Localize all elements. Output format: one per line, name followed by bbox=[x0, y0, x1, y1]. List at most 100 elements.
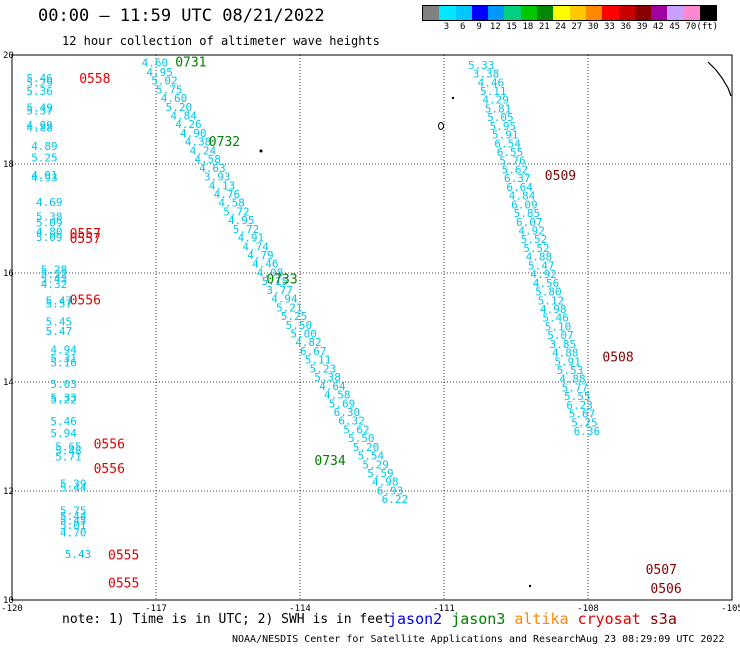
wave-height-value: 5.50 bbox=[348, 432, 375, 445]
wave-height-value: 4.91 bbox=[31, 169, 58, 182]
wave-height-value: 5.76 bbox=[499, 155, 526, 168]
wave-height-value: 6.55 bbox=[497, 146, 524, 159]
wave-height-value: 5.71 bbox=[55, 451, 81, 464]
satellite-legend-jason2: jason2 bbox=[388, 610, 443, 628]
wave-height-value: 5.29 bbox=[26, 76, 53, 89]
pass-time-label: 0555 bbox=[108, 548, 139, 563]
wave-height-value: 5.81 bbox=[485, 102, 512, 115]
wave-height-value: 5.02 bbox=[151, 75, 178, 88]
wave-height-value: 4.94 bbox=[50, 343, 77, 356]
wave-height-value: 5.43 bbox=[65, 548, 92, 561]
wave-height-value: 5.12 bbox=[538, 294, 565, 307]
wave-height-value: 5.03 bbox=[50, 378, 77, 391]
wave-height-value: 4.98 bbox=[540, 303, 567, 316]
footer-credit: NOAA/NESDIS Center for Satellite Applica… bbox=[232, 634, 582, 645]
wave-height-value: 4.63 bbox=[199, 162, 226, 175]
legend-label: 12 bbox=[489, 22, 501, 32]
wave-height-value: 5.33 bbox=[50, 391, 77, 404]
wave-height-value: 4.88 bbox=[526, 251, 553, 264]
wave-height-value: 5.38 bbox=[36, 210, 63, 223]
wave-height-value: 3.93 bbox=[204, 171, 231, 184]
wave-height-value: 6.36 bbox=[574, 425, 601, 438]
wave-height-value: 4.74 bbox=[242, 240, 269, 253]
legend-swatch bbox=[553, 6, 570, 20]
wave-height-value: 4.46 bbox=[478, 76, 505, 89]
wave-height-value: 5.77 bbox=[562, 381, 589, 394]
wave-height-value: 5.25 bbox=[281, 310, 308, 323]
wave-height-value: 4.88 bbox=[552, 347, 579, 360]
pass-time-label: 0733 bbox=[266, 273, 297, 288]
wave-height-value: 6.64 bbox=[506, 181, 533, 194]
wave-height-value: 5.16 bbox=[50, 356, 77, 369]
wave-height-value: 5.29 bbox=[362, 458, 389, 471]
wave-height-value: 4.92 bbox=[530, 268, 557, 281]
wave-height-value: 5.20 bbox=[166, 101, 193, 114]
wave-height-value: 5.46 bbox=[542, 312, 569, 325]
wave-height-value: 6.07 bbox=[516, 216, 543, 229]
longitude-tick-label: -114 bbox=[289, 604, 311, 614]
pass-time-label: 0731 bbox=[175, 56, 206, 71]
wave-height-value: 5.91 bbox=[492, 129, 519, 142]
satellite-legend-s3a: s3a bbox=[649, 610, 677, 628]
wave-height-value: 5.43 bbox=[41, 272, 68, 285]
longitude-tick-label: -120 bbox=[1, 604, 23, 614]
wave-height-value: 5.47 bbox=[528, 259, 555, 272]
wave-height-value: 5.11 bbox=[305, 354, 332, 367]
wave-height-value: 4.29 bbox=[482, 94, 509, 107]
wave-height-value: 5.69 bbox=[329, 397, 356, 410]
wave-height-value: 6.67 bbox=[300, 345, 327, 358]
pass-time-label: 0556 bbox=[94, 462, 125, 477]
latitude-tick-label: 10 bbox=[3, 596, 14, 606]
wave-height-value: 5.22 bbox=[41, 268, 68, 281]
pass-time-label: 0557 bbox=[70, 232, 101, 247]
legend-label: 24 bbox=[555, 22, 566, 32]
wave-height-value: 5.15 bbox=[262, 275, 289, 288]
pass-time-label: 0734 bbox=[314, 454, 345, 469]
legend-swatch bbox=[618, 6, 635, 20]
wave-height-value: 4.79 bbox=[247, 249, 274, 262]
pass-s3a: 5.333.384.465.114.295.815.055.955.916.54… bbox=[468, 59, 682, 597]
legend-tick-labels: 3 6 9 12 15 18 21 24 27 30 33 36 39 42 45 70 (ft) bbox=[422, 21, 718, 33]
pass-time-label: 0558 bbox=[79, 72, 110, 87]
footer-timestamp: Aug 23 08:29:09 UTC 2022 bbox=[580, 634, 725, 645]
wave-height-value: 4.88 bbox=[559, 373, 586, 386]
latitude-tick-label: 18 bbox=[3, 160, 14, 170]
legend-label: 6 bbox=[460, 22, 466, 32]
footer-note: note: 1) Time is in UTC; 2) SWH is in fe… bbox=[62, 612, 391, 627]
wave-height-value: 4.76 bbox=[214, 188, 241, 201]
wave-height-value: 4.60 bbox=[161, 92, 188, 105]
wave-height-value: 4.56 bbox=[533, 277, 560, 290]
wave-height-value: 4.84 bbox=[509, 190, 536, 203]
longitude-tick-label: -105 bbox=[721, 604, 740, 614]
wave-height-value: 5.46 bbox=[26, 72, 53, 85]
wave-height-value: 4.80 bbox=[36, 226, 63, 239]
wave-height-value: 5.21 bbox=[276, 301, 303, 314]
wave-height-value: 4.13 bbox=[209, 179, 236, 192]
wave-height-value: 5.00 bbox=[290, 327, 317, 340]
wave-height-value: 6.23 bbox=[566, 399, 593, 412]
wave-height-value: 5.01 bbox=[60, 519, 87, 532]
pass-time-label: 0555 bbox=[108, 577, 139, 592]
wave-height-value: 5.65 bbox=[55, 440, 81, 453]
pass-time-label: 0557 bbox=[70, 227, 101, 242]
wave-height-value: 5.52 bbox=[521, 233, 548, 246]
island-marker bbox=[528, 584, 532, 588]
legend-swatch bbox=[537, 6, 554, 20]
wave-height-value: 5.09 bbox=[36, 231, 63, 244]
wave-height-value: 5.52 bbox=[523, 242, 550, 255]
legend-label: 21 bbox=[538, 22, 550, 32]
pass-time-label: 0507 bbox=[646, 563, 677, 578]
altimeter-passes: 5.465.295.365.495.374.994.884.895.254.91… bbox=[26, 56, 681, 597]
legend-label: 33 bbox=[604, 22, 615, 32]
wave-height-value: 4.93 bbox=[31, 172, 58, 185]
wave-height-value: 5.44 bbox=[60, 510, 87, 523]
wave-height-value: 5.49 bbox=[26, 101, 53, 114]
satellite-legend-cryosat: cryosat bbox=[577, 610, 641, 628]
wave-height-value: 4.82 bbox=[295, 336, 322, 349]
wave-height-value: 4.88 bbox=[26, 121, 53, 134]
pass-time-label: 0556 bbox=[94, 438, 125, 453]
wave-height-value: 6.54 bbox=[494, 137, 521, 150]
legend-label: 30 bbox=[587, 22, 599, 32]
wave-height-value: 4.58 bbox=[194, 153, 221, 166]
